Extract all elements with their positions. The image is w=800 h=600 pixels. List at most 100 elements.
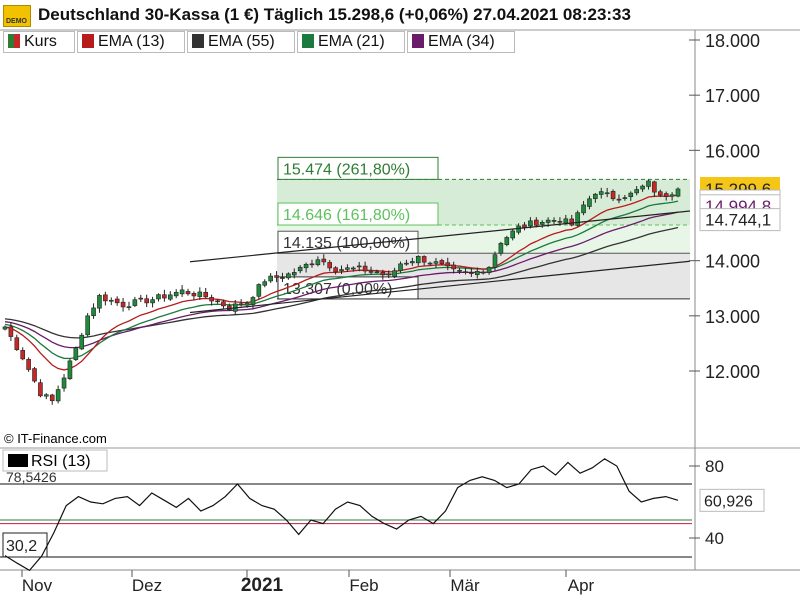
candle-body xyxy=(67,360,73,380)
legend-label: Kurs xyxy=(24,33,57,50)
price-label-box xyxy=(699,194,781,218)
candle-body xyxy=(634,189,639,194)
candle-body xyxy=(232,303,238,312)
legend-item-kurs[interactable]: Kurs xyxy=(3,31,75,53)
fib-zone-middle xyxy=(277,225,690,254)
candle-body xyxy=(563,218,569,224)
candle-body xyxy=(327,262,332,269)
candle-body xyxy=(114,298,120,304)
candle-body xyxy=(398,263,403,272)
candle-body xyxy=(439,260,445,265)
candle-body xyxy=(8,326,14,337)
fib-zone-upper xyxy=(277,179,690,226)
candle-body xyxy=(640,185,645,190)
candle-body xyxy=(244,302,250,306)
candle-body xyxy=(593,193,598,199)
current-price-box xyxy=(700,176,780,201)
candle-body xyxy=(91,307,96,317)
candle-body xyxy=(628,192,634,198)
candle-body xyxy=(333,267,338,273)
candle-body xyxy=(132,299,138,306)
candle-body xyxy=(622,197,628,199)
candle-body xyxy=(339,269,344,272)
candle-body xyxy=(221,301,226,307)
candle-body xyxy=(44,394,49,397)
fib-zone-lower xyxy=(277,253,690,299)
candle-body xyxy=(20,350,26,360)
candle-body xyxy=(315,259,321,266)
candle-body xyxy=(362,265,368,272)
candle-body xyxy=(138,297,144,300)
candle-body xyxy=(321,258,327,263)
candle-body xyxy=(227,305,232,311)
candle-body xyxy=(309,263,315,266)
rsi-lower-level-label: 30,2 xyxy=(6,538,37,555)
fib-label-box xyxy=(277,202,439,226)
candle-body xyxy=(179,289,185,295)
candle-body xyxy=(404,262,409,265)
candle-body xyxy=(162,294,167,299)
legend-item-ema34[interactable]: EMA (34) xyxy=(407,31,515,53)
fib-label-box xyxy=(277,156,439,180)
rsi-line xyxy=(4,458,679,572)
candle-body xyxy=(156,294,161,300)
candle-body xyxy=(575,212,580,226)
candle-body xyxy=(663,193,669,197)
candle-body xyxy=(433,261,439,264)
legend-item-ema55[interactable]: EMA (55) xyxy=(187,31,295,53)
y-tick-label: 18.000 xyxy=(705,31,760,51)
candle-body xyxy=(150,299,155,304)
candle-body xyxy=(103,294,108,302)
chart-title: Deutschland 30-Kassa (1 €) Täglich 15.29… xyxy=(38,5,631,24)
candle-body xyxy=(238,303,244,306)
x-tick-label: 2021 xyxy=(241,575,284,596)
candle-body xyxy=(427,262,433,265)
candle-body xyxy=(120,301,126,308)
candle-body xyxy=(185,291,191,295)
rsi-y-tick-label: 40 xyxy=(705,529,724,548)
candle-body xyxy=(457,269,462,272)
rsi-upper-level-label: 78,5426 xyxy=(6,469,57,485)
candle-body xyxy=(209,297,214,302)
legend-label: EMA (55) xyxy=(208,33,275,50)
price-label-box xyxy=(699,208,781,232)
candle-body xyxy=(297,266,303,272)
candle-body xyxy=(522,224,527,228)
x-tick-label: Dez xyxy=(132,576,162,595)
candle-body xyxy=(498,242,504,254)
candle-body xyxy=(303,263,309,269)
rsi-last-value: 60,926 xyxy=(704,493,753,510)
demo-logo: DEMO xyxy=(3,5,31,27)
candle-body xyxy=(85,315,90,336)
candle-body xyxy=(97,295,102,309)
candle-body xyxy=(274,275,279,278)
legend-item-ema13[interactable]: EMA (13) xyxy=(77,31,185,53)
price-label-box xyxy=(699,189,781,213)
legend-label: EMA (21) xyxy=(318,33,385,50)
candle-body xyxy=(356,265,362,268)
candle-body xyxy=(386,273,392,276)
copyright-text: © IT-Finance.com xyxy=(4,431,107,446)
rsi-legend-box[interactable] xyxy=(2,449,108,472)
candle-body xyxy=(26,359,31,370)
legend-item-ema21[interactable]: EMA (21) xyxy=(297,31,405,53)
candle-body xyxy=(569,218,575,226)
candle-body xyxy=(32,368,37,382)
candle-body xyxy=(351,267,356,270)
candle-body xyxy=(469,272,474,274)
candle-body xyxy=(551,220,557,222)
title-bar: DEMO Deutschland 30-Kassa (1 €) Täglich … xyxy=(0,0,800,30)
candle-body xyxy=(345,267,350,270)
color-swatch-icon xyxy=(412,34,424,48)
x-tick-label: Feb xyxy=(349,576,378,595)
legend-label: EMA (34) xyxy=(428,33,495,50)
candle-body xyxy=(173,292,179,297)
candle-body xyxy=(610,191,616,200)
candle-body xyxy=(581,204,586,214)
candle-body xyxy=(368,270,374,273)
candle-body xyxy=(2,326,8,330)
price-label: 14.744,1 xyxy=(705,211,771,230)
candle-body xyxy=(144,298,149,304)
candle-body xyxy=(528,220,533,227)
x-tick-label: Mär xyxy=(450,576,480,595)
